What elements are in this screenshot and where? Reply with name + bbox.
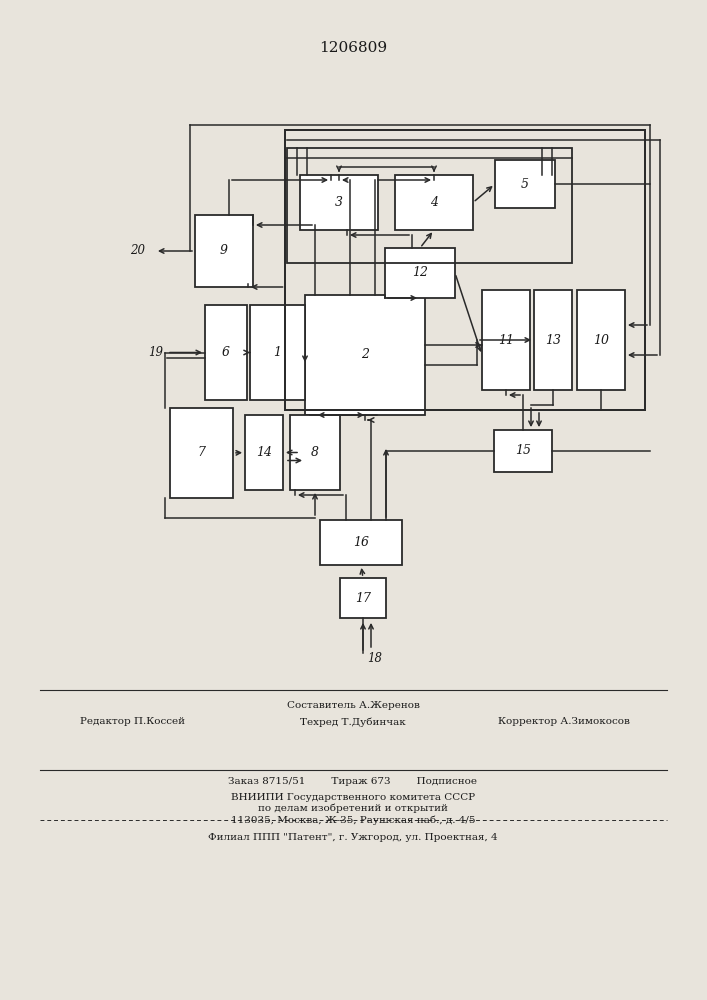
- Text: 12: 12: [412, 266, 428, 279]
- Bar: [494, 430, 552, 472]
- Text: по делам изобретений и открытий: по делам изобретений и открытий: [258, 803, 448, 813]
- Bar: [195, 215, 253, 287]
- Text: 113035, Москва, Ж-35, Раушская наб., д. 4/5: 113035, Москва, Ж-35, Раушская наб., д. …: [230, 815, 475, 825]
- Text: 20: 20: [130, 244, 145, 257]
- Text: Филиал ППП "Патент", г. Ужгород, ул. Проектная, 4: Филиал ППП "Патент", г. Ужгород, ул. Про…: [208, 834, 498, 842]
- Bar: [305, 295, 425, 415]
- Bar: [245, 415, 283, 490]
- Text: 17: 17: [355, 591, 371, 604]
- Bar: [250, 305, 305, 400]
- Text: 3: 3: [335, 196, 343, 209]
- Bar: [482, 290, 530, 390]
- Text: 2: 2: [361, 349, 369, 361]
- Bar: [395, 175, 473, 230]
- Bar: [287, 148, 572, 263]
- Bar: [290, 415, 340, 490]
- Text: 14: 14: [256, 446, 272, 459]
- Text: Заказ 8715/51        Тираж 673        Подписное: Заказ 8715/51 Тираж 673 Подписное: [228, 778, 477, 786]
- Text: 1: 1: [274, 346, 281, 359]
- Text: Техред Т.Дубинчак: Техред Т.Дубинчак: [300, 717, 406, 727]
- Bar: [534, 290, 572, 390]
- Text: 18: 18: [367, 652, 382, 664]
- Bar: [577, 290, 625, 390]
- Text: 19: 19: [148, 346, 163, 359]
- Text: 8: 8: [311, 446, 319, 459]
- Bar: [385, 248, 455, 298]
- Text: 10: 10: [593, 334, 609, 347]
- Text: 11: 11: [498, 334, 514, 347]
- Bar: [170, 408, 233, 498]
- Text: 1206809: 1206809: [319, 41, 387, 55]
- Text: 4: 4: [430, 196, 438, 209]
- Bar: [285, 130, 645, 410]
- Text: 13: 13: [545, 334, 561, 347]
- Bar: [300, 175, 378, 230]
- Bar: [340, 578, 386, 618]
- Text: Составитель А.Жеренов: Составитель А.Жеренов: [286, 700, 419, 710]
- Text: 15: 15: [515, 444, 531, 458]
- Text: Корректор А.Зимокосов: Корректор А.Зимокосов: [498, 718, 630, 726]
- Text: 5: 5: [521, 178, 529, 190]
- Bar: [495, 160, 555, 208]
- Bar: [320, 520, 402, 565]
- Text: 7: 7: [197, 446, 206, 460]
- Text: Редактор П.Коссей: Редактор П.Коссей: [80, 718, 185, 726]
- Bar: [205, 305, 247, 400]
- Text: 6: 6: [222, 346, 230, 359]
- Text: 16: 16: [353, 536, 369, 549]
- Text: ВНИИПИ Государственного комитета СССР: ВНИИПИ Государственного комитета СССР: [231, 792, 475, 802]
- Text: 9: 9: [220, 244, 228, 257]
